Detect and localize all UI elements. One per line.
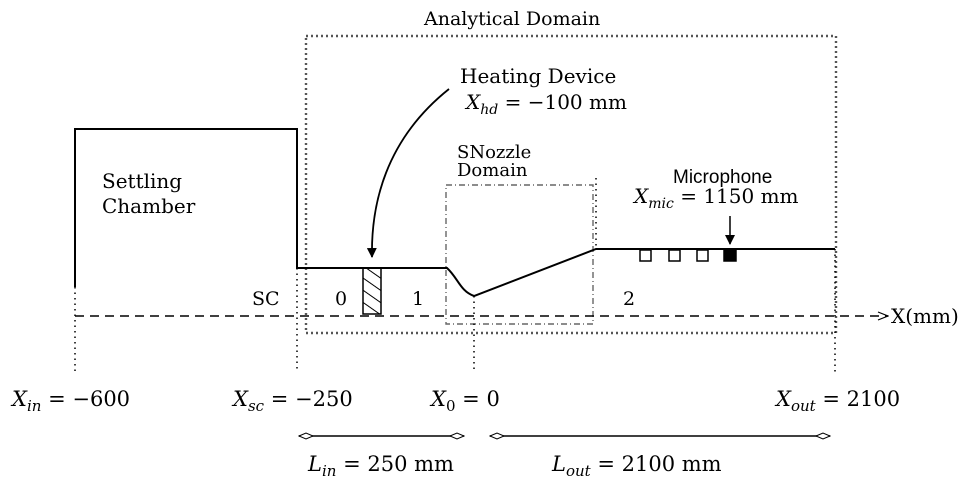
microphone-label: Microphone xyxy=(673,167,772,188)
microphone-active xyxy=(723,249,737,262)
x-out-label: Xout = 2100 xyxy=(774,387,900,415)
microphone-port-2 xyxy=(668,249,681,262)
region-0-label: 0 xyxy=(335,288,347,310)
heating-device-label: Heating Device xyxy=(460,64,616,88)
duct-wall xyxy=(74,128,835,298)
x-sc-label: Xsc = −250 xyxy=(231,387,353,415)
analytical-domain-box xyxy=(304,34,838,335)
microphone-port-3 xyxy=(696,249,709,262)
x-hd-equation: Xhd = −100 mm xyxy=(464,90,627,118)
snozzle-label-line2: Domain xyxy=(457,160,528,181)
x-0-label: X0 = 0 xyxy=(429,387,500,415)
microphone-port-1 xyxy=(639,249,652,262)
l-out-label: Lout = 2100 mm xyxy=(551,452,722,479)
heating-device-block xyxy=(362,267,382,315)
sc-label: SC xyxy=(252,288,280,310)
analytical-domain-label: Analytical Domain xyxy=(423,8,600,30)
settling-chamber-label-line2: Chamber xyxy=(102,194,196,218)
region-2-label: 2 xyxy=(623,288,635,310)
l-in-label: Lin = 250 mm xyxy=(307,452,454,479)
snozzle-label-line1: SNozzle xyxy=(457,142,531,163)
region-1-label: 1 xyxy=(412,288,424,310)
heating-device-arrow xyxy=(366,88,450,258)
x-axis-label: X(mm) xyxy=(891,304,959,328)
snozzle-domain-box xyxy=(445,184,594,325)
x-mic-equation: Xmic = 1150 mm xyxy=(632,184,799,212)
x-in-label: Xin = −600 xyxy=(10,387,130,415)
settling-chamber-label-line1: Settling xyxy=(102,169,182,193)
